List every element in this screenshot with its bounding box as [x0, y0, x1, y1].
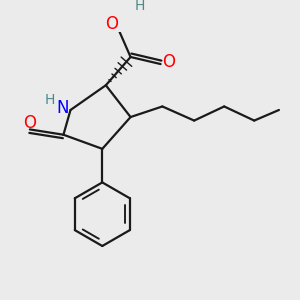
Text: H: H: [134, 0, 145, 14]
Text: O: O: [162, 53, 175, 71]
Text: O: O: [23, 114, 36, 132]
Text: H: H: [45, 93, 55, 107]
Text: N: N: [56, 99, 69, 117]
Text: O: O: [105, 16, 118, 34]
